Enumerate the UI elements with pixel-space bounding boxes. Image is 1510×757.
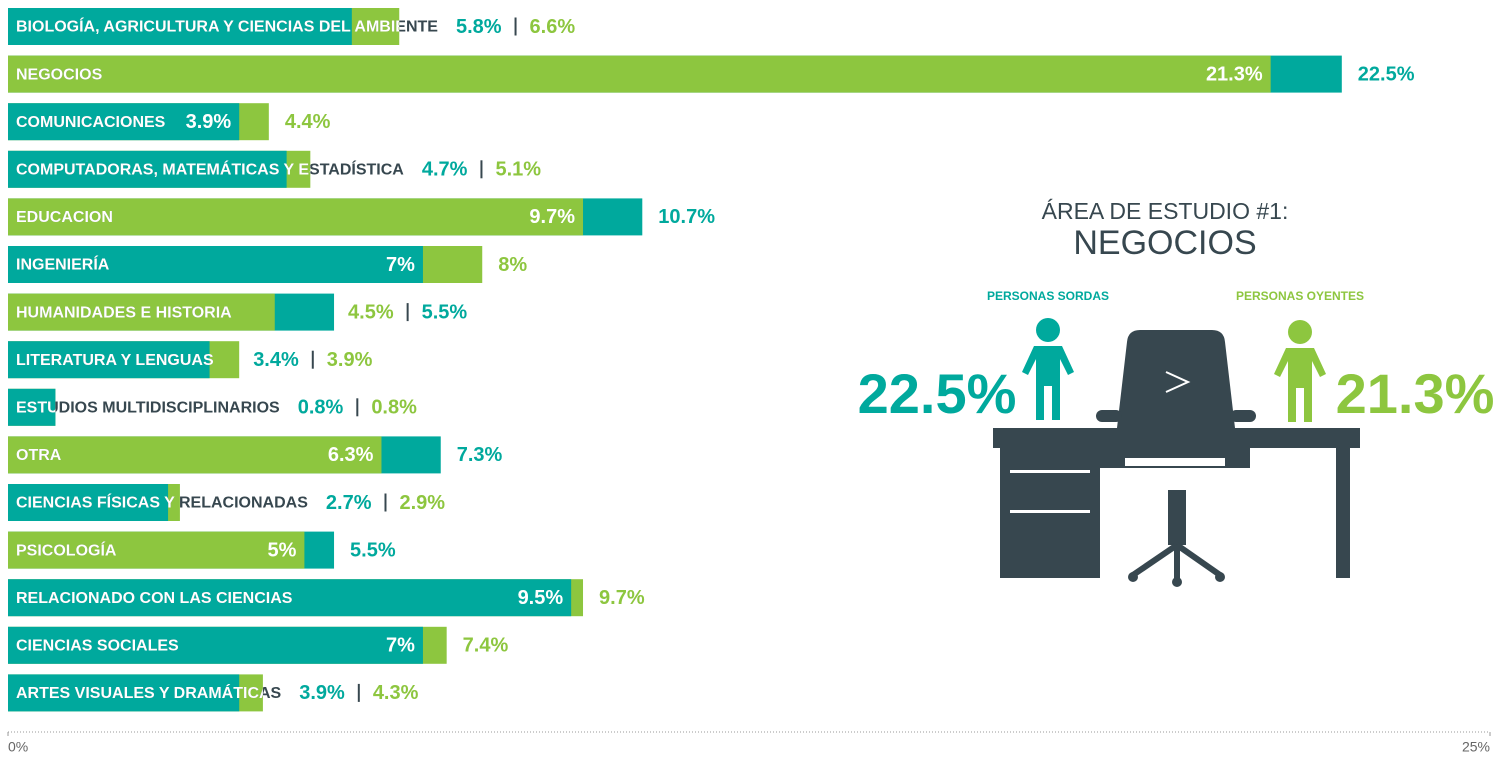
deaf-highlight-value: 22.5% [858, 362, 1017, 425]
category-label: HUMANIDADES E HISTORIA [16, 304, 232, 321]
desk [993, 428, 1360, 578]
value-label: 5% [267, 539, 296, 561]
bar [8, 293, 275, 331]
value-label: 6.3% [328, 444, 374, 466]
value-label: 9.5% [518, 587, 564, 609]
bar [8, 198, 584, 236]
value-label: 5.8% [456, 16, 502, 38]
value-label: 5.5% [350, 539, 396, 561]
category-label: BIOLOGÍA, AGRICULTURA Y CIENCIAS DEL AMB… [16, 17, 438, 36]
value-label: 0.8% [298, 397, 344, 419]
value-label: 10.7% [658, 206, 715, 228]
value-label: 3.9% [186, 111, 232, 133]
category-label: ESTUDIOS MULTIDISCIPLINARIOS [16, 400, 280, 417]
bar [8, 531, 305, 569]
category-label: ARTES VISUALES Y DRAMÁTICAS [16, 683, 282, 702]
category-label: NEGOCIOS [16, 66, 103, 83]
bar [8, 246, 423, 283]
bar [8, 341, 210, 379]
illustration: ÁREA DE ESTUDIO #1: NEGOCIOS PERSONAS SO… [858, 198, 1495, 587]
category-label: HUMANIDADES E HISTORIA [16, 304, 232, 321]
category-label: CIENCIAS SOCIALES [16, 638, 179, 655]
category-label: ARTES VISUALES Y DRAMÁTICAS [16, 683, 282, 702]
value-label: 4.5% [348, 301, 394, 323]
person-deaf [1022, 318, 1074, 420]
bar [8, 150, 287, 188]
chair-icon [1165, 371, 1191, 393]
bar [8, 103, 240, 141]
category-label: EDUCACION [16, 209, 113, 226]
value-label: 8% [498, 254, 527, 276]
value-label: 22.5% [1358, 63, 1415, 85]
value-label: 9.7% [529, 206, 575, 228]
value-label: 7.4% [463, 635, 509, 657]
category-label: BIOLOGÍA, AGRICULTURA Y CIENCIAS DEL AMB… [16, 17, 438, 36]
value-label: 21.3% [1206, 63, 1263, 85]
category-label: CIENCIAS FÍSICAS Y RELACIONADAS [16, 493, 308, 512]
category-label: EDUCACION [16, 209, 113, 226]
highlight-category: NEGOCIOS [1073, 224, 1256, 262]
person-hearing [1274, 320, 1326, 422]
value-label: 5.5% [422, 301, 468, 323]
bar [8, 579, 572, 617]
hearing-highlight-value: 21.3% [1336, 362, 1495, 425]
category-label: PSICOLOGÍA [16, 540, 117, 559]
value-label: 4.4% [285, 111, 331, 133]
value-label: 7.3% [457, 444, 503, 466]
category-label: ESTUDIOS MULTIDISCIPLINARIOS [16, 400, 280, 417]
category-label: INGENIERÍA [16, 255, 110, 274]
category-label: PSICOLOGÍA [16, 540, 117, 559]
value-label: 3.9% [327, 349, 373, 371]
value-label: 3.9% [299, 682, 345, 704]
bar [8, 484, 169, 521]
category-label: COMUNICACIONES [16, 114, 166, 131]
value-label: 4.7% [422, 159, 468, 181]
legend-hearing: PERSONAS OYENTES [1236, 289, 1364, 303]
bar [8, 626, 423, 664]
highlight-title: ÁREA DE ESTUDIO #1: [1042, 198, 1289, 224]
value-label: 2.7% [326, 492, 372, 514]
chair [1096, 330, 1256, 587]
category-label: LITERATURA Y LENGUAS [16, 352, 214, 369]
category-label: LITERATURA Y LENGUAS [16, 352, 214, 369]
value-label: 0.8% [371, 397, 417, 419]
category-label: OTRA [16, 447, 62, 464]
category-label: COMPUTADORAS, MATEMÁTICAS Y ESTADÍSTICA [16, 160, 404, 179]
value-label: 3.4% [253, 349, 299, 371]
category-label: CIENCIAS FÍSICAS Y RELACIONADAS [16, 493, 308, 512]
category-label: RELACIONADO CON LAS CIENCIAS [16, 590, 293, 607]
value-label: 7% [386, 254, 415, 276]
legend-deaf: PERSONAS SORDAS [987, 289, 1109, 303]
value-label: 9.7% [599, 587, 645, 609]
category-label: CIENCIAS SOCIALES [16, 638, 179, 655]
value-label: 5.1% [495, 159, 541, 181]
category-label: OTRA [16, 447, 62, 464]
x-tick-label: 25% [1462, 739, 1490, 755]
category-label: NEGOCIOS [16, 66, 103, 83]
bar [8, 8, 352, 45]
bar [8, 674, 240, 712]
bar [8, 55, 1271, 93]
category-label: COMPUTADORAS, MATEMÁTICAS Y ESTADÍSTICA [16, 160, 404, 179]
bar [8, 436, 382, 474]
bar [8, 388, 56, 426]
value-label: 7% [386, 635, 415, 657]
x-tick-label: 0% [8, 739, 28, 755]
desk-drawers [1010, 470, 1090, 513]
value-label: 4.3% [373, 682, 419, 704]
category-label: INGENIERÍA [16, 255, 110, 274]
value-label: 6.6% [530, 16, 576, 38]
category-label: COMUNICACIONES [16, 114, 166, 131]
category-label: RELACIONADO CON LAS CIENCIAS [16, 590, 293, 607]
value-label: 2.9% [399, 492, 445, 514]
